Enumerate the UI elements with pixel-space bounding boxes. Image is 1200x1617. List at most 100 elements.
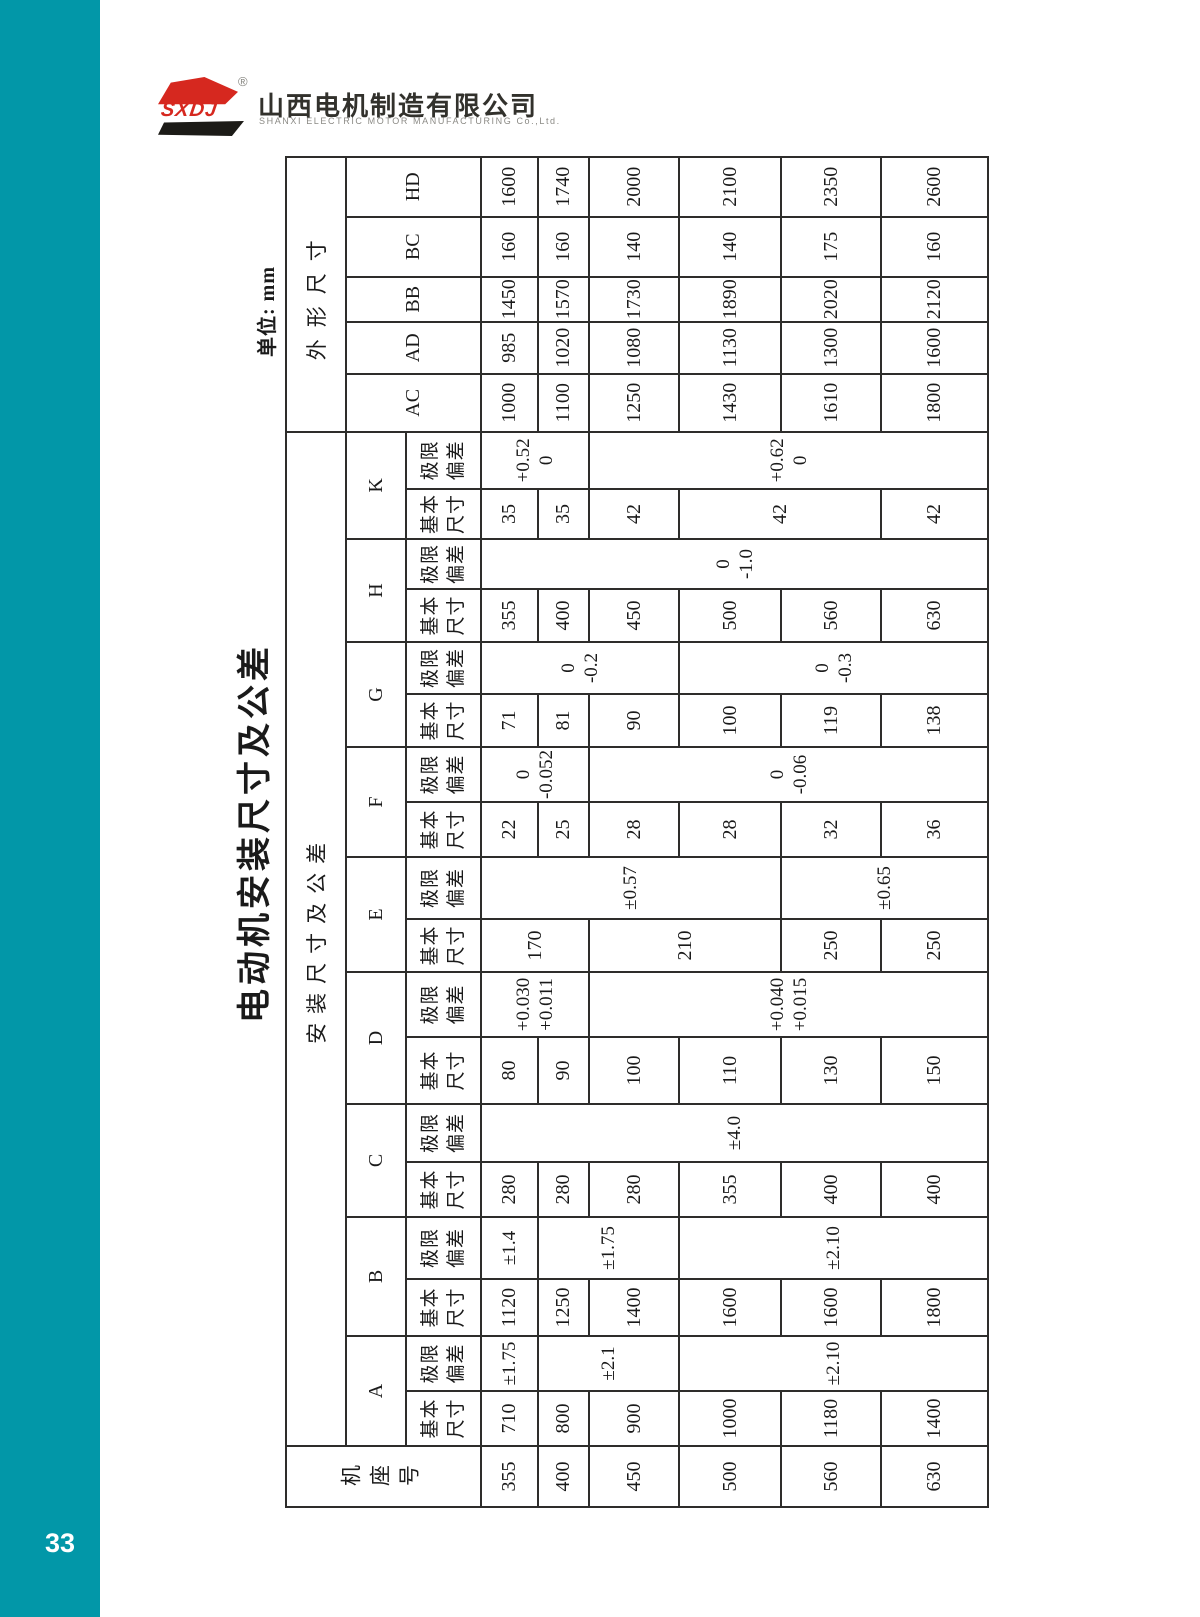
label-line: 基本 — [419, 925, 441, 966]
frame-number-header: 机座号 — [286, 1446, 481, 1507]
tolerance-value: ±1.75 — [538, 1217, 679, 1279]
tolerance-value: 0 -0.2 — [481, 642, 679, 694]
basic-value: 42 — [679, 489, 881, 539]
label-line: 尺寸 — [445, 494, 467, 535]
label-line: 偏差 — [445, 984, 467, 1025]
frame-value: 630 — [881, 1446, 988, 1507]
basic-value: 100 — [679, 694, 781, 747]
outline-value: 1890 — [679, 276, 781, 322]
outline-value: 1740 — [538, 156, 589, 217]
label-line: 偏差 — [445, 648, 467, 689]
tolerance-value: 0 -1.0 — [481, 539, 988, 589]
label-line: 极限 — [419, 648, 441, 689]
basic-value: 32 — [781, 802, 881, 857]
header-row-letters: A B C D E F G H K AC AD BB BC HD — [346, 156, 481, 1507]
outline-value: 1250 — [589, 373, 679, 432]
tolerance-value: +0.030 +0.011 — [481, 972, 589, 1037]
outline-value: 1450 — [481, 276, 538, 322]
label-line: 基本 — [419, 494, 441, 535]
label-line: 尺寸 — [445, 1287, 467, 1328]
basic-value: 150 — [881, 1037, 988, 1104]
basic-value: 355 — [679, 1162, 781, 1217]
basic-value: 800 — [538, 1391, 589, 1446]
basic-size-header: 基本 尺寸 — [406, 1037, 481, 1104]
basic-value: 280 — [589, 1162, 679, 1217]
basic-value: 1600 — [679, 1279, 781, 1336]
tolerance-value: ±0.65 — [781, 857, 988, 919]
label-line: 基本 — [419, 1169, 441, 1210]
tolerance-value: +0.52 0 — [481, 431, 589, 489]
outline-value: 160 — [881, 216, 988, 277]
basic-size-header: 基本 尺寸 — [406, 919, 481, 972]
col-letter: C — [346, 1104, 406, 1217]
basic-value: 250 — [881, 919, 988, 972]
sheet-title: 电动机安装尺寸及公差 — [237, 643, 274, 1023]
basic-value: 35 — [538, 489, 589, 539]
outline-value: 985 — [481, 321, 538, 374]
outline-value: 2350 — [781, 156, 881, 217]
label-line: 基本 — [419, 1287, 441, 1328]
basic-value: 110 — [679, 1037, 781, 1104]
basic-value: 500 — [679, 589, 781, 642]
basic-value: 1400 — [589, 1279, 679, 1336]
frame-value: 400 — [538, 1446, 589, 1507]
basic-value: 42 — [881, 489, 988, 539]
tolerance-value: 0 -0.052 — [481, 747, 589, 802]
outline-value: 1800 — [881, 373, 988, 432]
limit-dev-header: 极限 偏差 — [406, 431, 481, 489]
header-row-groups: 机座号 安装尺寸及公差 外形尺寸 — [286, 156, 481, 1507]
label-line: 极限 — [419, 1228, 441, 1269]
basic-size-header: 基本 尺寸 — [406, 489, 481, 539]
tolerance-upper: 0 — [712, 559, 734, 569]
basic-size-header: 基本 尺寸 — [406, 694, 481, 747]
outline-value: 2100 — [679, 156, 781, 217]
label-line: 尺寸 — [445, 1169, 467, 1210]
label-line: 基本 — [419, 809, 441, 850]
basic-size-header: 基本 尺寸 — [406, 589, 481, 642]
page-number: 33 — [44, 1528, 76, 1558]
company-name-cn: 山西电机制造有限公司 — [258, 91, 539, 121]
tolerance-value: ±1.4 — [481, 1217, 538, 1279]
limit-dev-header: 极限 偏差 — [406, 857, 481, 919]
label-line: 尺寸 — [445, 1050, 467, 1091]
outline-value: 2020 — [781, 276, 881, 322]
label-line: 偏差 — [445, 440, 467, 481]
basic-value: 280 — [538, 1162, 589, 1217]
limit-dev-header: 极限 偏差 — [406, 1104, 481, 1162]
tolerance-lower: +0.015 — [789, 977, 811, 1032]
basic-value: 1180 — [781, 1391, 881, 1446]
basic-value: 36 — [881, 802, 988, 857]
basic-value: 138 — [881, 694, 988, 747]
tolerance-value: 0 -0.3 — [679, 642, 988, 694]
tolerance-lower: -0.3 — [834, 652, 856, 684]
tolerance-value: ±2.10 — [679, 1336, 988, 1391]
tolerance-lower: 0 — [536, 455, 557, 466]
basic-value: 450 — [589, 589, 679, 642]
limit-dev-header: 极限 偏差 — [406, 747, 481, 802]
outline-value: 140 — [679, 216, 781, 277]
label-line: 偏差 — [445, 1113, 467, 1154]
frame-value: 500 — [679, 1446, 781, 1507]
outline-value: 1300 — [781, 321, 881, 374]
outline-value: 1600 — [481, 156, 538, 217]
basic-value: 630 — [881, 589, 988, 642]
outline-value: 1000 — [481, 373, 538, 432]
outline-value: 140 — [589, 216, 679, 277]
label-line: 尺寸 — [445, 809, 467, 850]
outline-col-letter: BB — [346, 276, 481, 322]
registered-trademark-icon: ® — [238, 74, 248, 89]
tolerance-lower: -1.0 — [735, 548, 757, 580]
company-name-en: SHANXI ELECTRIC MOTOR MANUFACTURING Co.,… — [259, 116, 561, 126]
label-line: 极限 — [419, 1343, 441, 1384]
logo-brand-text: SXDJ — [159, 99, 219, 121]
basic-value: 81 — [538, 694, 589, 747]
tolerance-value: ±1.75 — [481, 1336, 538, 1391]
table-row: 355 710 ±1.75 1120 ±1.4 280 ±4.0 80 +0.0… — [481, 156, 988, 1507]
col-letter: H — [346, 539, 406, 642]
col-letter: A — [346, 1336, 406, 1446]
tolerance-upper: +0.52 — [513, 438, 534, 483]
label-line: 偏差 — [445, 754, 467, 795]
tolerance-upper: 0 — [558, 663, 579, 673]
basic-value: 710 — [481, 1391, 538, 1446]
